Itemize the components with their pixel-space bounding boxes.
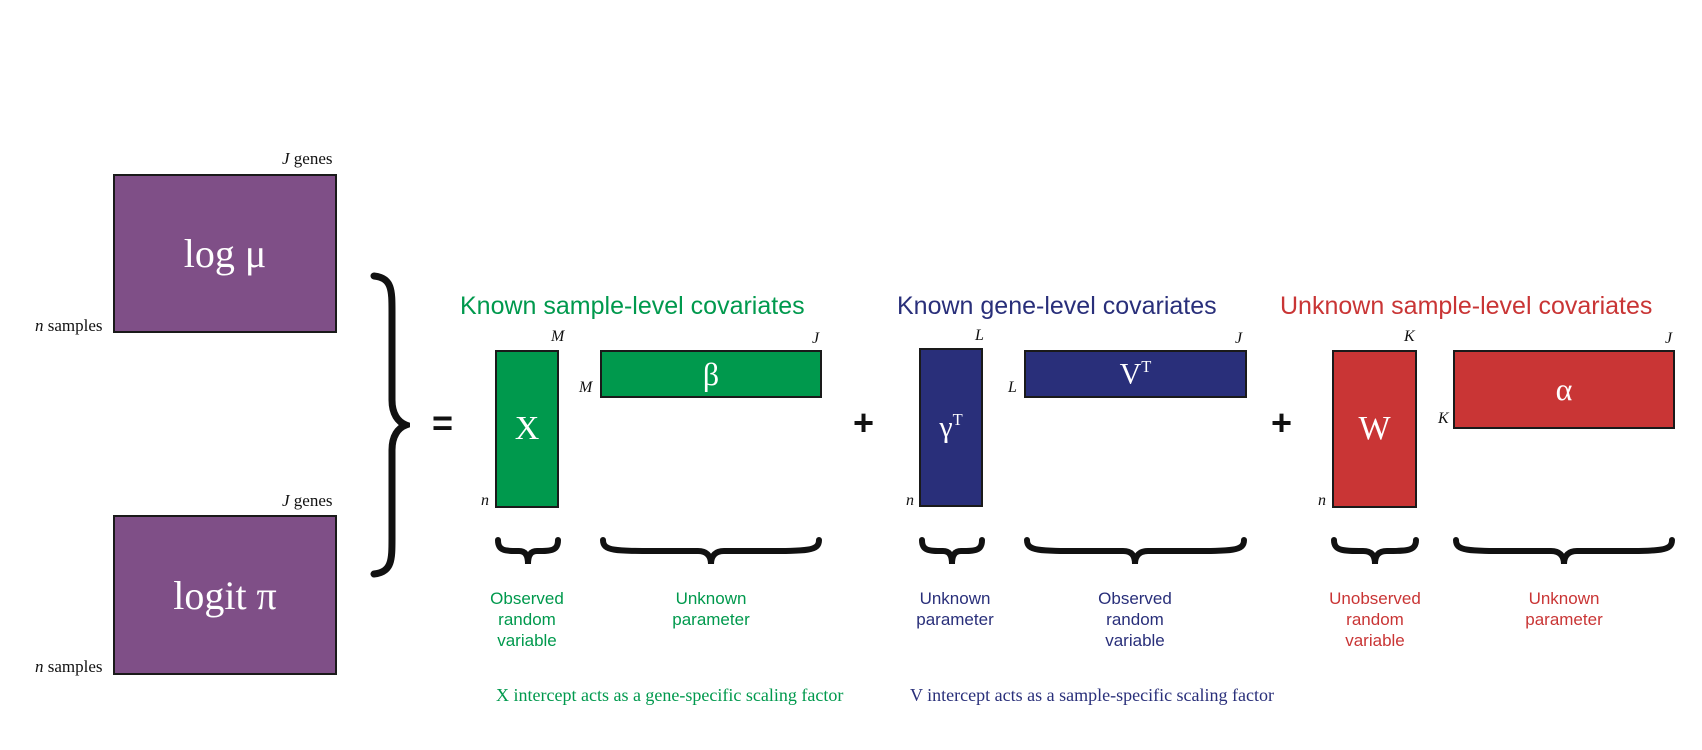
x-desc: Observed random variable: [466, 588, 588, 651]
bottom-rows-label: n samples: [35, 657, 103, 677]
v-transpose: T: [1141, 356, 1152, 376]
gamma-t-matrix: γT: [919, 348, 983, 507]
top-rows-var: n: [35, 316, 44, 335]
log-mu-label: log μ: [183, 231, 267, 276]
vt-matrix: VT: [1024, 350, 1247, 398]
top-rows-word: samples: [47, 316, 103, 335]
gamma-t-symbol: γT: [939, 410, 962, 445]
alpha-desc-line-2: parameter: [1525, 610, 1603, 629]
w-symbol: W: [1358, 410, 1391, 447]
gamma-desc-line-2: parameter: [916, 610, 994, 629]
w-desc: Unobserved random variable: [1314, 588, 1436, 651]
plus-sign-2: +: [1271, 402, 1293, 443]
top-cols-var: J: [282, 149, 290, 168]
alpha-desc: Unknown parameter: [1503, 588, 1625, 630]
alpha-symbol: α: [1555, 371, 1573, 407]
gamma-rows-label: n: [906, 492, 914, 509]
vt-desc-brace: [1024, 537, 1247, 565]
alpha-desc-brace: [1453, 537, 1675, 565]
w-cols-label: K: [1404, 328, 1415, 345]
w-desc-line-2: random: [1346, 610, 1404, 629]
beta-desc: Unknown parameter: [650, 588, 772, 630]
w-rows-label: n: [1318, 492, 1326, 509]
beta-matrix: β: [600, 350, 822, 398]
w-matrix: W: [1332, 350, 1417, 508]
gamma-desc-brace: [919, 537, 985, 565]
x-rows-label: n: [481, 492, 489, 509]
vt-desc-line-3: variable: [1105, 631, 1165, 650]
x-desc-brace: [495, 537, 561, 565]
plus-sign-1: +: [853, 402, 875, 443]
beta-desc-line-1: Unknown: [675, 589, 747, 608]
heading-known-gene: Known gene-level covariates: [897, 292, 1217, 320]
beta-symbol: β: [702, 355, 720, 392]
vt-desc-line-1: Observed: [1098, 589, 1172, 608]
alpha-cols-label: J: [1665, 330, 1673, 347]
beta-rows-label: M: [579, 379, 593, 396]
logit-pi-matrix: logit π: [113, 515, 337, 675]
equals-sign: =: [432, 402, 454, 443]
x-symbol: X: [514, 410, 540, 447]
vt-rows-label: L: [1008, 379, 1017, 396]
alpha-rows-label: K: [1438, 410, 1449, 427]
log-mu-matrix: log μ: [113, 174, 337, 333]
heading-unknown-sample: Unknown sample-level covariates: [1280, 292, 1653, 320]
bottom-rows-word: samples: [47, 657, 103, 676]
vt-desc-line-2: random: [1106, 610, 1164, 629]
alpha-matrix: α: [1453, 350, 1675, 429]
x-desc-line-3: variable: [497, 631, 557, 650]
gamma-symbol: γ: [939, 410, 953, 444]
gamma-desc-line-1: Unknown: [919, 589, 991, 608]
gamma-cols-label: L: [975, 327, 984, 344]
top-rows-label: n samples: [35, 316, 103, 336]
bottom-cols-var: J: [282, 491, 290, 510]
big-right-brace: [370, 272, 410, 578]
bottom-cols-label: J genes: [282, 491, 333, 511]
bottom-rows-var: n: [35, 657, 44, 676]
beta-desc-line-2: parameter: [672, 610, 750, 629]
x-cols-label: M: [551, 328, 565, 345]
vt-desc: Observed random variable: [1074, 588, 1196, 651]
beta-cols-label: J: [812, 330, 820, 347]
logit-pi-label: logit π: [173, 572, 277, 618]
w-desc-line-3: variable: [1345, 631, 1405, 650]
vt-cols-label: J: [1235, 330, 1243, 347]
vt-symbol: VT: [1120, 357, 1152, 392]
beta-desc-brace: [600, 537, 822, 565]
v-symbol: V: [1119, 357, 1142, 391]
top-cols-word: genes: [293, 149, 333, 168]
x-matrix: X: [495, 350, 559, 508]
x-desc-line-2: random: [498, 610, 556, 629]
heading-known-sample: Known sample-level covariates: [460, 292, 805, 320]
top-cols-label: J genes: [282, 149, 333, 169]
v-intercept-note: V intercept acts as a sample-specific sc…: [910, 685, 1275, 705]
alpha-desc-line-1: Unknown: [1528, 589, 1600, 608]
w-desc-brace: [1331, 537, 1419, 565]
gamma-desc: Unknown parameter: [894, 588, 1016, 630]
x-intercept-note: X intercept acts as a gene-specific scal…: [496, 685, 844, 705]
w-desc-line-1: Unobserved: [1329, 589, 1421, 608]
bottom-cols-word: genes: [293, 491, 333, 510]
gamma-transpose: T: [952, 410, 963, 430]
x-desc-line-1: Observed: [490, 589, 564, 608]
